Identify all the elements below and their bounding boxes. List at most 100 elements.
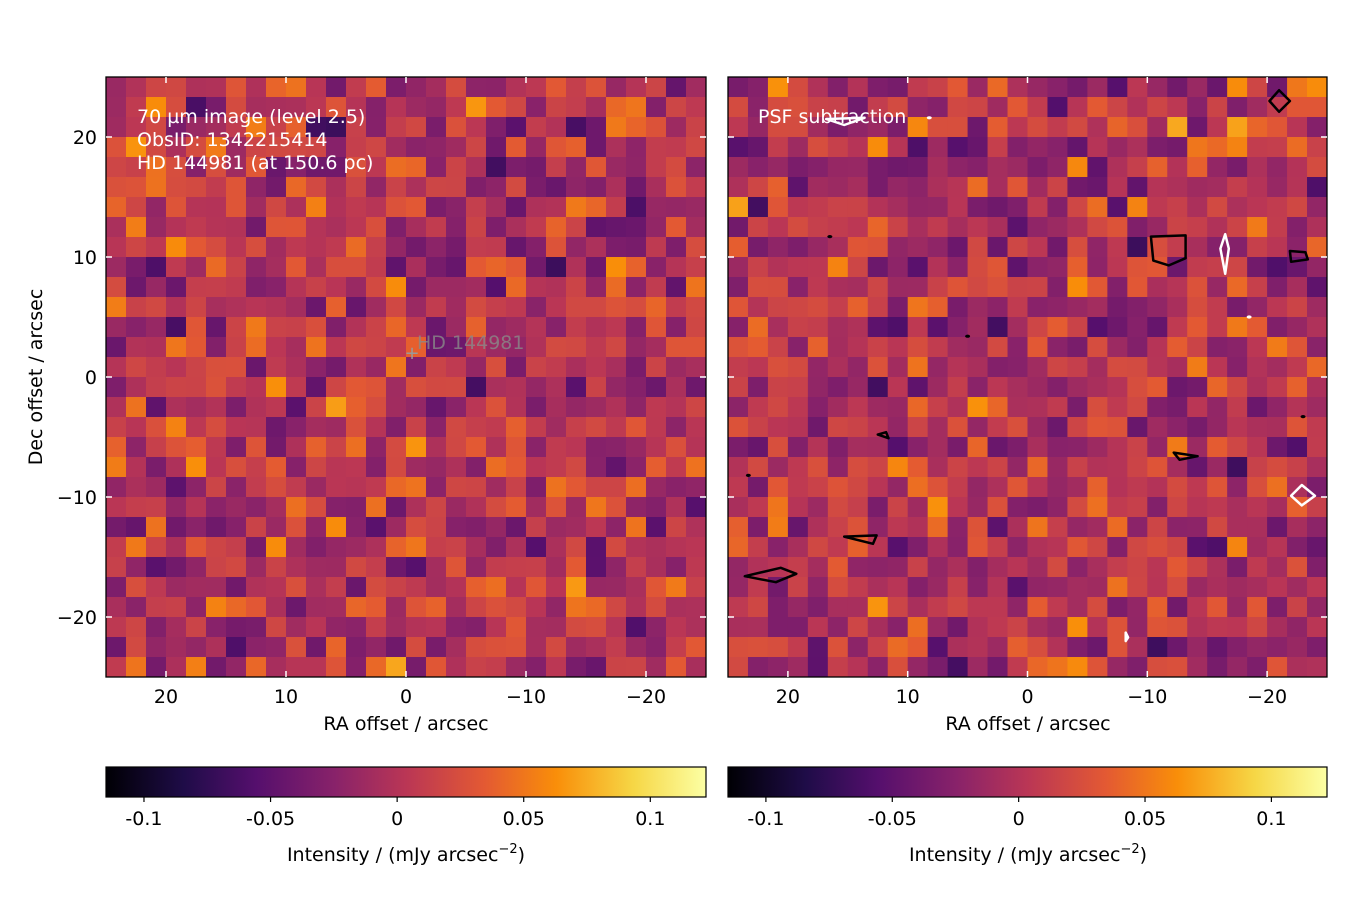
heatmap-pixel (106, 517, 127, 538)
heatmap-pixel (728, 277, 749, 298)
heatmap-pixel (166, 377, 187, 398)
heatmap-pixel (867, 477, 889, 498)
heatmap-pixel (947, 417, 969, 438)
heatmap-pixel (1007, 157, 1029, 178)
heatmap-pixel (166, 237, 187, 258)
heatmap-pixel (406, 137, 427, 158)
heatmap-pixel (1047, 437, 1069, 458)
heatmap-pixel (987, 197, 1009, 218)
heatmap-pixel (526, 637, 547, 658)
heatmap-pixel (186, 497, 207, 518)
heatmap-pixel (1187, 217, 1208, 238)
heatmap-pixel (106, 357, 127, 378)
heatmap-pixel (346, 457, 367, 478)
heatmap-pixel (747, 417, 769, 438)
heatmap-pixel (1147, 637, 1168, 658)
heatmap-pixel (306, 237, 327, 258)
heatmap-pixel (1067, 217, 1088, 238)
heatmap-pixel (787, 277, 809, 298)
heatmap-pixel (546, 317, 567, 338)
heatmap-pixel (586, 177, 607, 198)
heatmap-pixel (827, 157, 849, 178)
heatmap-pixel (827, 637, 849, 658)
heatmap-pixel (887, 357, 909, 378)
heatmap-pixel (206, 597, 227, 618)
heatmap-pixel (1167, 257, 1188, 278)
heatmap-pixel (787, 577, 809, 598)
heatmap-pixel (1027, 337, 1049, 358)
heatmap-pixel (1247, 237, 1268, 258)
heatmap-pixel (1187, 357, 1208, 378)
heatmap-pixel (186, 357, 207, 378)
heatmap-pixel (1087, 117, 1108, 138)
heatmap-pixel (1087, 437, 1108, 458)
heatmap-pixel (867, 337, 889, 358)
heatmap-pixel (646, 297, 667, 318)
heatmap-pixel (586, 257, 607, 278)
heatmap-pixel (666, 337, 687, 358)
heatmap-pixel (326, 197, 347, 218)
heatmap-pixel (1047, 137, 1069, 158)
heatmap-pixel (226, 137, 247, 158)
contour-line (743, 566, 798, 584)
heatmap-pixel (126, 357, 147, 378)
heatmap-pixel (1107, 337, 1128, 358)
heatmap-pixel (346, 157, 367, 178)
heatmap-pixel (847, 237, 869, 258)
heatmap-pixel (827, 137, 849, 158)
heatmap-pixel (286, 437, 307, 458)
heatmap-pixel (246, 277, 267, 298)
heatmap-pixel (466, 197, 487, 218)
heatmap-pixel (947, 517, 969, 538)
heatmap-pixel (767, 157, 789, 178)
heatmap-pixel (1127, 177, 1148, 198)
heatmap-pixel (1107, 277, 1128, 298)
heatmap-pixel (907, 377, 929, 398)
heatmap-pixel (867, 177, 889, 198)
heatmap-pixel (666, 437, 687, 458)
heatmap-pixel (306, 657, 327, 677)
heatmap-pixel (1207, 197, 1228, 218)
heatmap-pixel (887, 97, 909, 118)
heatmap-pixel (466, 337, 487, 358)
heatmap-pixel (1087, 157, 1108, 178)
heatmap-pixel (1147, 277, 1168, 298)
heatmap-pixel (606, 277, 627, 298)
heatmap-pixel (546, 297, 567, 318)
heatmap-pixel (1007, 77, 1029, 98)
heatmap-pixel (847, 277, 869, 298)
heatmap-pixel (406, 157, 427, 178)
heatmap-pixel (887, 237, 909, 258)
heatmap-pixel (506, 117, 527, 138)
x-tick-label: 0 (1021, 686, 1033, 708)
heatmap-pixel (1047, 557, 1069, 578)
heatmap-pixel (807, 417, 829, 438)
heatmap-pixel (346, 357, 367, 378)
heatmap-pixel (1307, 617, 1327, 638)
heatmap-pixel (586, 497, 607, 518)
heatmap-pixel (1247, 197, 1268, 218)
heatmap-pixel (1067, 577, 1088, 598)
heatmap-pixel (787, 637, 809, 658)
heatmap-pixel (306, 637, 327, 658)
heatmap-pixel (1267, 97, 1288, 118)
heatmap-pixel (626, 557, 647, 578)
heatmap-pixel (1067, 317, 1088, 338)
heatmap-pixel (146, 637, 167, 658)
heatmap-pixel (1167, 517, 1188, 538)
heatmap-pixel (646, 377, 667, 398)
heatmap-pixel (126, 417, 147, 438)
heatmap-pixel (386, 397, 407, 418)
heatmap-pixel (1087, 517, 1108, 538)
heatmap-pixel (326, 157, 347, 178)
left-annotation-line-1: 70 µm image (level 2.5) (137, 106, 365, 128)
residual-contours (743, 88, 1317, 643)
colorbar-tick-label: 0.1 (635, 808, 665, 830)
heatmap-pixel (767, 617, 789, 638)
heatmap-pixel (226, 417, 247, 438)
heatmap-pixel (506, 157, 527, 178)
heatmap-pixel (346, 397, 367, 418)
heatmap-pixel (827, 277, 849, 298)
heatmap-pixel (226, 577, 247, 598)
heatmap-pixel (226, 97, 247, 118)
